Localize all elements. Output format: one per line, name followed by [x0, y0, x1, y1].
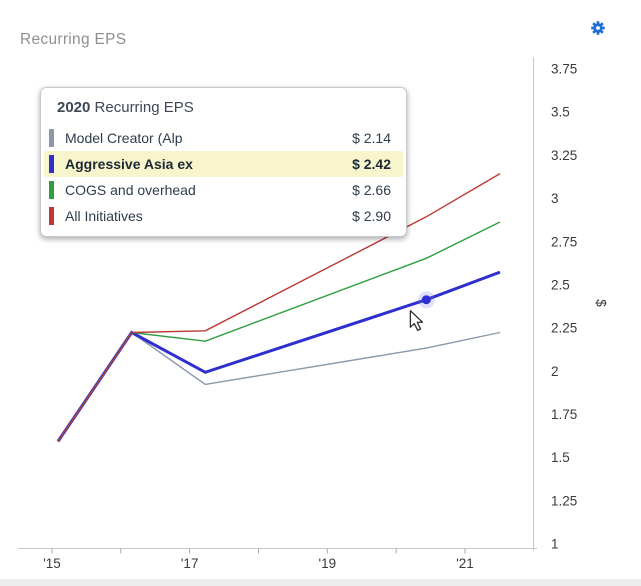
- series-color-swatch: [49, 181, 54, 199]
- tooltip-year: 2020: [57, 99, 91, 116]
- y-tick-label: 3.5: [551, 105, 570, 120]
- page-title: Recurring EPS: [20, 31, 127, 48]
- series-value: $ 2.66: [352, 182, 391, 198]
- tooltip-header: 2020 Recurring EPS: [41, 97, 406, 125]
- x-tick-label: '21: [456, 556, 474, 571]
- tooltip-row: Model Creator (Alp $ 2.14: [44, 125, 403, 151]
- series-color-swatch: [49, 207, 54, 225]
- tooltip-row: COGS and overhead $ 2.66: [44, 177, 403, 203]
- tooltip-title: Recurring EPS: [94, 99, 194, 116]
- y-tick-label: 2: [551, 364, 559, 379]
- x-tick-label: '15: [43, 556, 61, 571]
- settings-gear-icon[interactable]: [590, 20, 606, 36]
- y-tick-label: 3.75: [551, 62, 577, 77]
- series-color-swatch: [49, 155, 54, 173]
- y-tick-label: 2.5: [551, 277, 570, 292]
- series-value: $ 2.42: [352, 156, 391, 172]
- x-tick-label: '19: [319, 556, 337, 571]
- x-axis-ticks: '15 '17 '19 '21: [43, 548, 474, 571]
- y-tick-label: 2.25: [551, 321, 577, 336]
- y-tick-label: 1.5: [551, 450, 570, 465]
- y-axis-title: $: [593, 299, 608, 307]
- series-label: Aggressive Asia ex: [65, 156, 193, 172]
- series-value: $ 2.90: [352, 208, 391, 224]
- mouse-cursor: [409, 310, 424, 331]
- series-label: All Initiatives: [65, 208, 143, 224]
- tooltip-row: Aggressive Asia ex $ 2.42: [44, 151, 403, 177]
- y-tick-label: 3.25: [551, 148, 577, 163]
- series-label: COGS and overhead: [65, 182, 196, 198]
- series-value: $ 2.14: [352, 130, 391, 146]
- series-label: Model Creator (Alp: [65, 130, 183, 146]
- tooltip-rows: Model Creator (Alp $ 2.14 Aggressive Asia …: [41, 125, 406, 229]
- y-tick-labels: 1 1.25 1.5 1.75 2 2.25 2.5 2.75 3 3.25 3.5 3.75: [551, 62, 577, 552]
- x-tick-label: '17: [181, 556, 199, 571]
- gear-icon: [591, 21, 605, 35]
- highlight-dot: [421, 295, 431, 305]
- tooltip-row: All Initiatives $ 2.90: [44, 203, 403, 229]
- chart-tooltip: 2020 Recurring EPS Model Creator (Alp $ 2…: [40, 87, 407, 237]
- series-line: [57, 221, 501, 442]
- y-tick-label: 1: [551, 537, 559, 552]
- y-tick-label: 3: [551, 191, 559, 206]
- y-tick-label: 1.75: [551, 407, 577, 422]
- series-line: [57, 172, 501, 442]
- horizontal-scrollbar[interactable]: [0, 579, 641, 586]
- series-color-swatch: [49, 129, 54, 147]
- y-tick-label: 2.75: [551, 234, 577, 249]
- y-tick-label: 1.25: [551, 493, 577, 508]
